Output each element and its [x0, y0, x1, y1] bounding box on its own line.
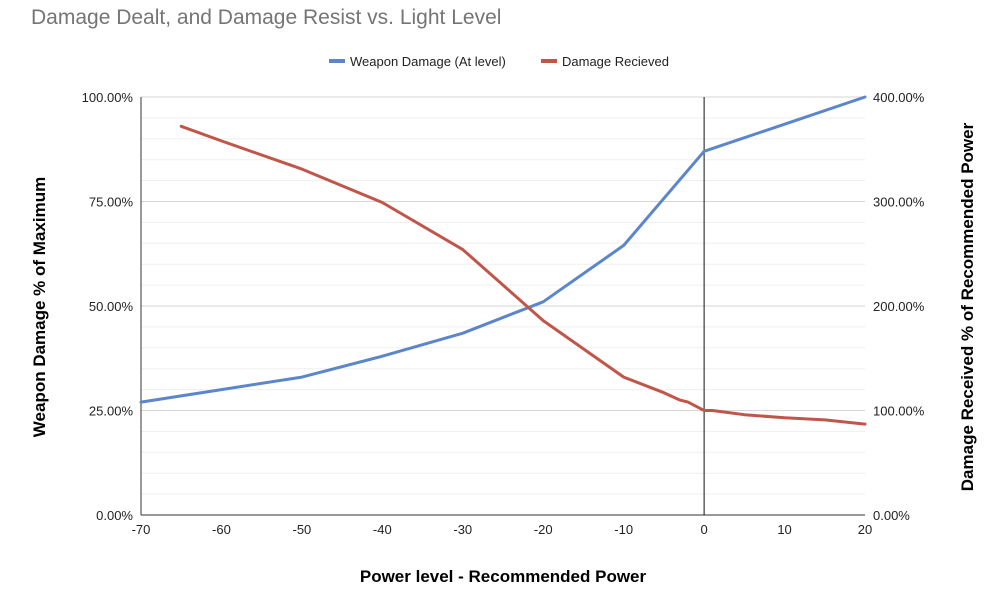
- x-tick-label: -60: [212, 522, 231, 537]
- x-tick-label: 20: [858, 522, 872, 537]
- x-tick-label: -10: [614, 522, 633, 537]
- x-tick-label: 0: [700, 522, 707, 537]
- x-tick-label: -70: [132, 522, 151, 537]
- legend-label-weapon-damage: Weapon Damage (At level): [350, 54, 506, 69]
- x-tick-label: 10: [777, 522, 791, 537]
- legend-item-damage-received: Damage Recieved: [541, 54, 669, 69]
- tick-labels: -70 -60 -50 -40 -30 -20 -10 0 10 200.00%25.00%50.…: [82, 90, 925, 537]
- series-line-damage-received: [179, 124, 867, 426]
- y-tick-label-right: 0.00%: [873, 508, 910, 523]
- y-tick-label-left: 75.00%: [89, 195, 134, 210]
- x-tick-label: -40: [373, 522, 392, 537]
- y-tick-label-right: 400.00%: [873, 90, 925, 105]
- legend-item-weapon-damage: Weapon Damage (At level): [329, 54, 506, 69]
- series-layer: [139, 95, 867, 426]
- y-tick-label-right: 300.00%: [873, 195, 925, 210]
- y-tick-label-left: 0.00%: [96, 508, 133, 523]
- chart-axes: [140, 97, 865, 516]
- y-axis-title-left: Weapon Damage % of Maximum: [30, 177, 49, 437]
- x-tick-label: -20: [534, 522, 553, 537]
- series-line-weapon-damage: [139, 95, 867, 404]
- x-axis-title: Power level - Recommended Power: [360, 567, 647, 586]
- x-tick-label: -50: [292, 522, 311, 537]
- legend: Weapon Damage (At level) Damage Recieved: [329, 54, 669, 69]
- y-tick-label-right: 100.00%: [873, 404, 925, 419]
- major-gridlines: [141, 96, 865, 411]
- y-tick-label-left: 100.00%: [82, 90, 134, 105]
- y-axis-title-right: Damage Received % of Recommended Power: [958, 122, 977, 491]
- y-tick-label-right: 200.00%: [873, 299, 925, 314]
- y-tick-label-left: 50.00%: [89, 299, 134, 314]
- legend-label-damage-received: Damage Recieved: [562, 54, 669, 69]
- chart-title: Damage Dealt, and Damage Resist vs. Ligh…: [31, 6, 502, 29]
- x-tick-label: -30: [453, 522, 472, 537]
- y-tick-label-left: 25.00%: [89, 404, 134, 419]
